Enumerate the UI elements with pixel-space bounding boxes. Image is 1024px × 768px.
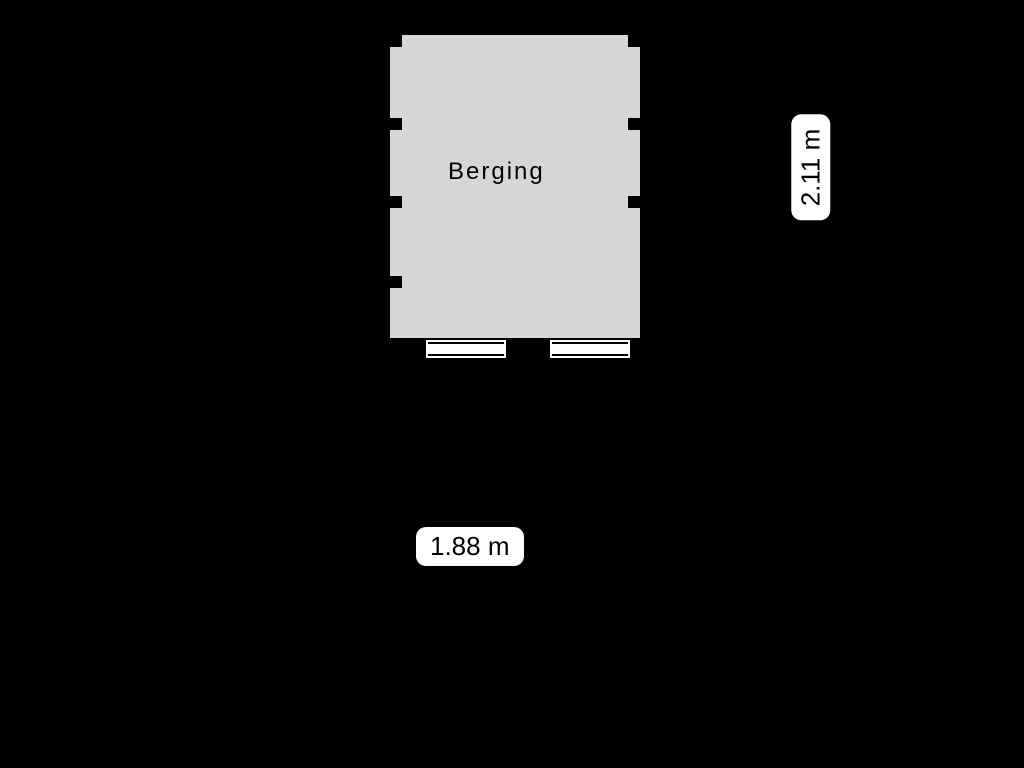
- stud-corner-tr: [628, 35, 640, 47]
- room-label: Berging: [448, 158, 545, 186]
- dim-width-tick-left: [407, 541, 411, 553]
- door-opening-2-top: [548, 338, 632, 340]
- door-opening-2: [548, 338, 632, 360]
- door-opening-1-r: [506, 338, 508, 360]
- floor-plan-stage: Berging 1.88 m 2.11 m: [0, 0, 1024, 768]
- door-opening-2-h1: [552, 342, 628, 344]
- dim-width-tick-right: [544, 541, 548, 553]
- wall-top: [380, 25, 650, 35]
- door-opening-2-bot: [548, 358, 632, 360]
- dim-width-label: 1.88 m: [416, 527, 524, 566]
- wall-right: [640, 25, 650, 350]
- stud-left-1: [390, 118, 402, 130]
- dim-height-label: 2.11 m: [791, 115, 830, 221]
- door-opening-2-h2: [552, 354, 628, 356]
- wall-left: [380, 25, 390, 350]
- door-opening-1-top: [424, 338, 508, 340]
- stud-right-2: [628, 196, 640, 208]
- stud-corner-tl: [390, 35, 402, 47]
- door-opening-1-h1: [428, 342, 504, 344]
- door-opening-2-r: [630, 338, 632, 360]
- room-berging: [380, 25, 650, 350]
- stud-left-2: [390, 196, 402, 208]
- door-opening-2-l: [548, 338, 550, 360]
- stud-right-1: [628, 118, 640, 130]
- stud-left-3: [390, 276, 402, 288]
- door-opening-1-h2: [428, 354, 504, 356]
- door-opening-1-bot: [424, 358, 508, 360]
- door-opening-1-l: [424, 338, 426, 360]
- door-opening-1: [424, 338, 508, 360]
